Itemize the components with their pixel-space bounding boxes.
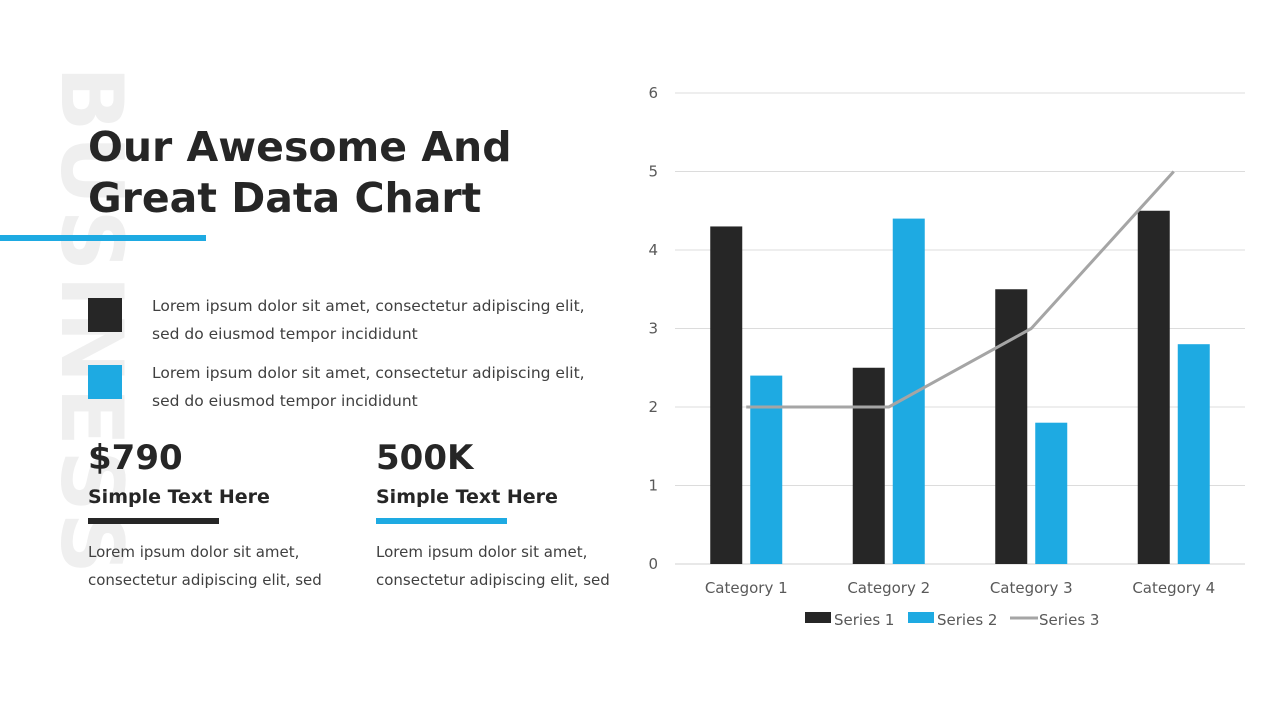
- stat-block-1: $790 Simple Text Here Lorem ipsum dolor …: [88, 436, 338, 594]
- page-title: Our Awesome And Great Data Chart: [88, 122, 512, 224]
- stat-description-line: consectetur adipiscing elit, sed: [88, 571, 322, 589]
- legend-item-text: Lorem ipsum dolor sit amet, consectetur …: [152, 364, 585, 410]
- combo-chart: 0 1 2 3 4 5 6 Category 1 Category 2 Category 3 Cat…: [648, 84, 1245, 629]
- x-tick-label: Category 4: [1132, 579, 1215, 597]
- stat-underline-dark: [88, 518, 219, 524]
- y-tick-label: 3: [648, 320, 658, 338]
- y-tick-label: 5: [648, 163, 658, 181]
- legend-label: Series 1: [834, 611, 894, 629]
- legend-swatch: [805, 612, 831, 623]
- stat-description-line: Lorem ipsum dolor sit amet,: [88, 543, 300, 561]
- stat-underline-blue: [376, 518, 507, 524]
- y-tick-label: 0: [648, 555, 658, 573]
- title-accent-bar: [0, 235, 206, 241]
- stat-description-line: Lorem ipsum dolor sit amet,: [376, 543, 588, 561]
- stat-label: Simple Text Here: [376, 486, 558, 508]
- stat-value: 500K: [376, 438, 474, 478]
- x-tick-label: Category 3: [990, 579, 1073, 597]
- bar-series-2: [1177, 344, 1210, 564]
- y-tick-label: 1: [648, 477, 658, 495]
- bar-series-1: [1137, 210, 1170, 564]
- dark-swatch: [88, 298, 122, 332]
- x-tick-label: Category 2: [847, 579, 930, 597]
- stat-description-line: consectetur adipiscing elit, sed: [376, 571, 610, 589]
- title-line-2: Great Data Chart: [88, 174, 482, 222]
- stat-block-2: 500K Simple Text Here Lorem ipsum dolor …: [376, 436, 626, 594]
- legend-swatch: [908, 612, 934, 623]
- title-line-1: Our Awesome And: [88, 123, 512, 171]
- stat-label: Simple Text Here: [88, 486, 270, 508]
- y-tick-label: 6: [648, 84, 658, 102]
- legend-item-text: Lorem ipsum dolor sit amet, consectetur …: [152, 297, 585, 343]
- legend-label: Series 3: [1039, 611, 1099, 629]
- bar-series-2: [1035, 422, 1068, 564]
- bar-series-1: [710, 226, 743, 564]
- blue-swatch: [88, 365, 122, 399]
- bar-series-1: [852, 367, 885, 564]
- stat-description: Lorem ipsum dolor sit amet, consectetur …: [376, 538, 626, 594]
- line-series-3: [746, 170, 1175, 409]
- stat-description: Lorem ipsum dolor sit amet, consectetur …: [88, 538, 338, 594]
- bar-series-2: [750, 375, 783, 564]
- x-tick-label: Category 1: [705, 579, 788, 597]
- stat-value: $790: [88, 438, 183, 478]
- legend-label: Series 2: [937, 611, 997, 629]
- y-tick-label: 4: [648, 241, 658, 259]
- bar-series-1: [995, 289, 1028, 564]
- y-tick-label: 2: [648, 398, 658, 416]
